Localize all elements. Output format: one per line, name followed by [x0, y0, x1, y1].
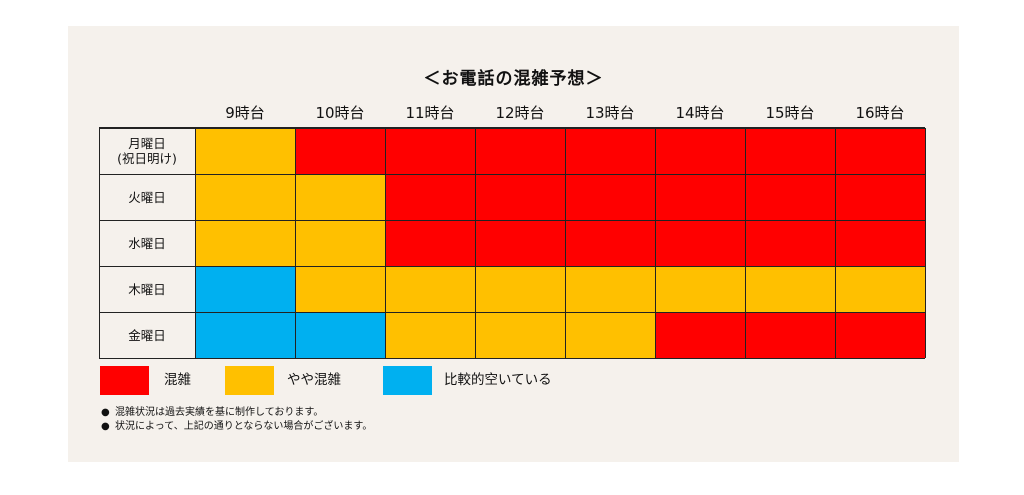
- heatmap-cell: [655, 312, 745, 358]
- heatmap-cell: [195, 220, 295, 266]
- heatmap-cell: [835, 220, 925, 266]
- grid-line: [834, 128, 836, 358]
- column-header: 10時台: [315, 104, 365, 122]
- grid-line: [294, 128, 296, 358]
- heatmap-cell: [385, 220, 475, 266]
- heatmap-cell: [295, 312, 385, 358]
- heatmap-cell: [475, 174, 565, 220]
- grid-line: [194, 128, 196, 358]
- column-header: 13時台: [585, 104, 635, 122]
- heatmap-cell: [745, 174, 835, 220]
- heatmap-cell: [835, 174, 925, 220]
- column-header: 9時台: [225, 104, 265, 122]
- legend-label-somewhat-congested: やや混雑: [287, 372, 341, 388]
- heatmap-cell: [745, 220, 835, 266]
- heatmap-cell: [295, 220, 385, 266]
- grid-line: [564, 128, 566, 358]
- heatmap-cell: [385, 312, 475, 358]
- heatmap-cell: [295, 266, 385, 312]
- grid-line: [924, 128, 926, 358]
- column-header: 15時台: [765, 104, 815, 122]
- bullet-icon: ●: [101, 421, 110, 432]
- grid-line: [99, 219, 925, 221]
- heatmap-cell: [475, 266, 565, 312]
- heatmap-cell: [655, 174, 745, 220]
- grid-line: [474, 128, 476, 358]
- grid-line: [744, 128, 746, 358]
- grid-line: [99, 357, 925, 359]
- heatmap-cell: [565, 220, 655, 266]
- grid-line: [99, 173, 925, 175]
- heatmap-cell: [745, 312, 835, 358]
- note-text: 混雑状況は過去実績を基に制作しております。: [115, 407, 324, 418]
- heatmap-cell: [745, 128, 835, 174]
- heatmap-cell: [195, 312, 295, 358]
- heatmap-cell: [835, 128, 925, 174]
- note-item: ● 状況によって、上記の通りとならない場合がございます。: [101, 420, 372, 434]
- row-label: 木曜日: [128, 281, 166, 297]
- row-label: 火曜日: [128, 189, 166, 205]
- grid-line: [654, 128, 656, 358]
- heatmap-cell: [195, 128, 295, 174]
- heatmap-grid: 9時台 10時台 11時台 12時台 13時台 14時台 15時台 16時台月曜日 (祝日明け…: [68, 26, 959, 462]
- column-header: 16時台: [855, 104, 905, 122]
- row-label: 水曜日: [128, 235, 166, 251]
- heatmap-cell: [835, 312, 925, 358]
- heatmap-cell: [295, 174, 385, 220]
- heatmap-cell: [195, 174, 295, 220]
- row-label: 金曜日: [128, 327, 166, 343]
- heatmap-cell: [655, 220, 745, 266]
- note-item: ● 混雑状況は過去実績を基に制作しております。: [101, 406, 372, 420]
- heatmap-cell: [385, 128, 475, 174]
- column-header: 11時台: [405, 104, 455, 122]
- column-header: 12時台: [495, 104, 545, 122]
- heatmap-cell: [565, 174, 655, 220]
- heatmap-cell: [195, 266, 295, 312]
- heatmap-cell: [475, 312, 565, 358]
- heatmap-cell: [385, 266, 475, 312]
- legend-swatch-somewhat-congested: [225, 366, 274, 395]
- bullet-icon: ●: [101, 407, 110, 418]
- legend-swatch-congested: [100, 366, 149, 395]
- heatmap-cell: [565, 266, 655, 312]
- legend-label-relatively-free: 比較的空いている: [444, 372, 552, 388]
- chart-panel: ＜お電話の混雑予想＞ 9時台 10時台 11時台 12時台 13時台 14時台 15時台 16…: [68, 26, 959, 462]
- heatmap-cell: [565, 128, 655, 174]
- heatmap-cell: [655, 266, 745, 312]
- grid-line: [99, 265, 925, 267]
- grid-line: [99, 127, 925, 129]
- notes: ● 混雑状況は過去実績を基に制作しております。 ● 状況によって、上記の通りとな…: [101, 406, 372, 434]
- row-label: 月曜日 (祝日明け): [117, 136, 177, 166]
- heatmap-cell: [835, 266, 925, 312]
- chart-title: ＜お電話の混雑予想＞: [423, 69, 604, 89]
- heatmap-cell: [385, 174, 475, 220]
- heatmap-cell: [655, 128, 745, 174]
- heatmap-cell: [295, 128, 385, 174]
- note-text: 状況によって、上記の通りとならない場合がございます。: [115, 421, 373, 432]
- legend-label-congested: 混雑: [164, 372, 191, 388]
- heatmap-cell: [565, 312, 655, 358]
- heatmap-cell: [475, 128, 565, 174]
- column-header: 14時台: [675, 104, 725, 122]
- legend-swatch-relatively-free: [383, 366, 432, 395]
- grid-line: [99, 311, 925, 313]
- heatmap-cell: [475, 220, 565, 266]
- grid-line: [384, 128, 386, 358]
- heatmap-cell: [745, 266, 835, 312]
- grid-line: [98, 128, 100, 358]
